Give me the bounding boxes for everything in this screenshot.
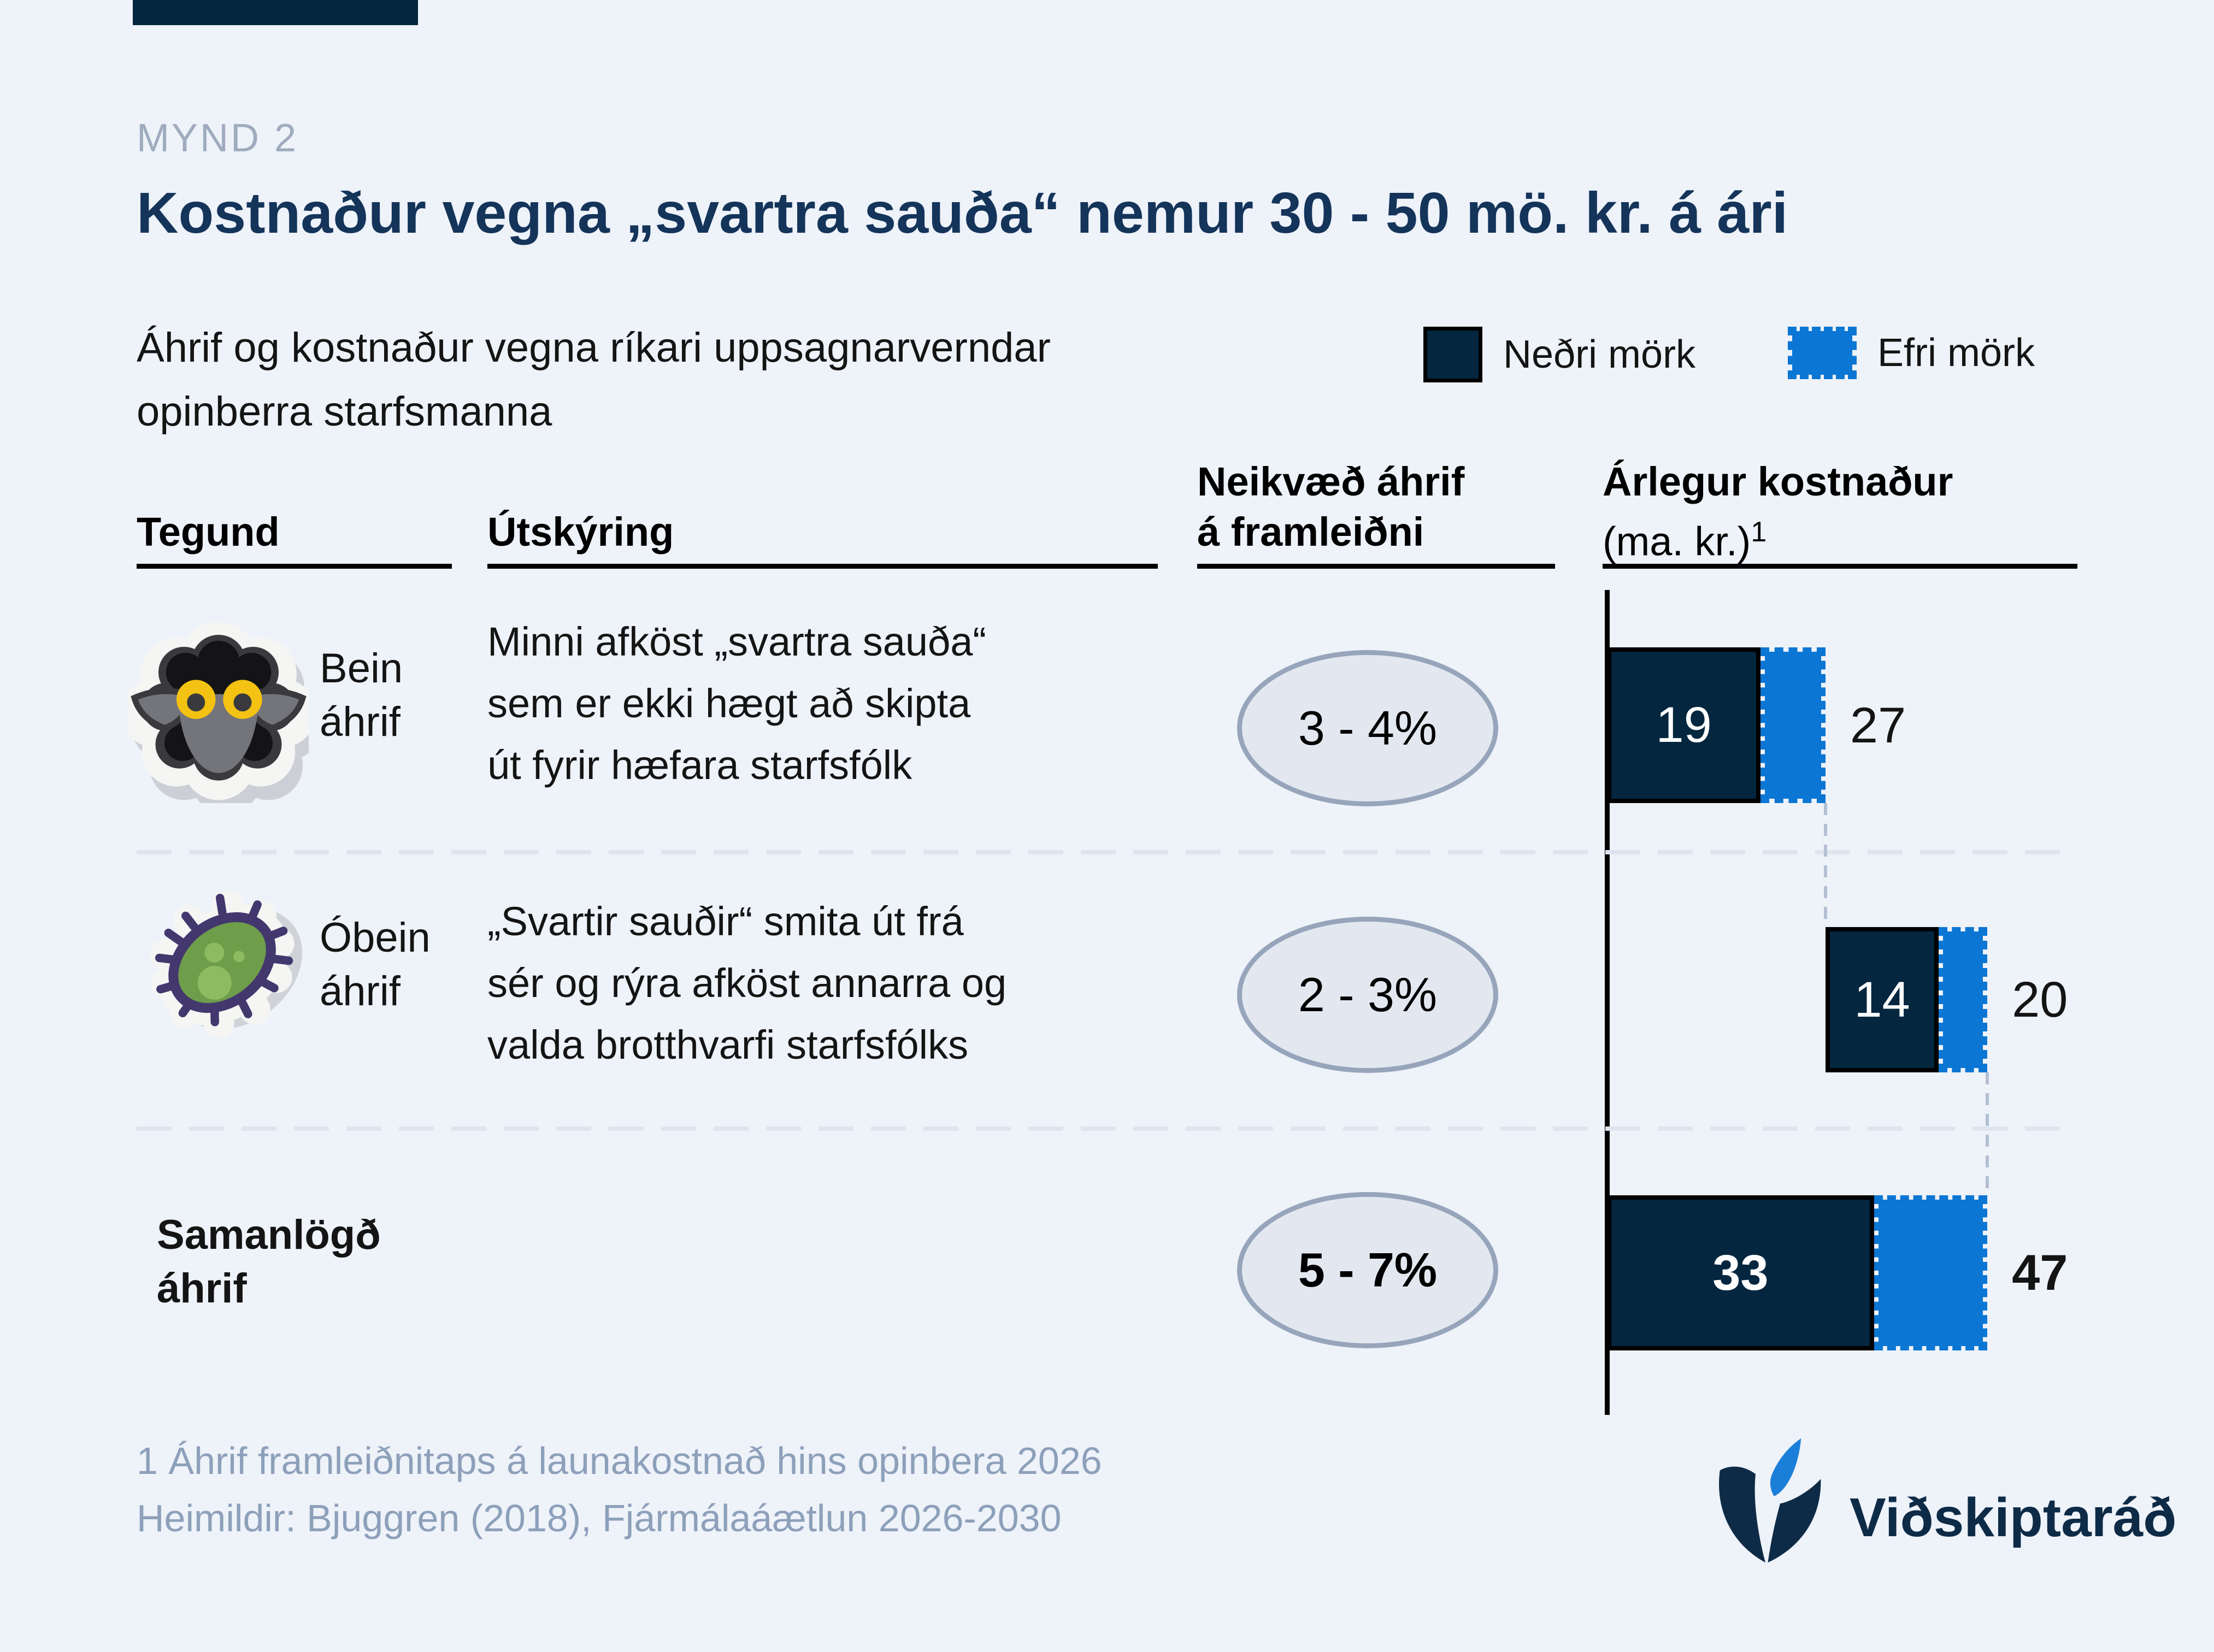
row-description-2: „Svartir sauðir“ smita út frá sér og rýr…	[487, 899, 1007, 1067]
bar-upper-value-2: 20	[2012, 972, 2068, 1028]
footnote-line1: 1 Áhrif framleiðnitaps á launakostnað hi…	[137, 1439, 1102, 1482]
header-underline-cost	[1603, 564, 2077, 569]
row-description-1: Minni afköst „svartra sauða“ sem er ekki…	[487, 619, 987, 788]
bar-upper-segment-1	[1760, 647, 1826, 803]
upper-bound-swatch-icon	[1788, 327, 1857, 379]
chart-axis-line	[1605, 590, 1610, 1415]
column-header-cost: Árlegur kostnaður (ma. kr.)1	[1603, 457, 1953, 567]
column-header-cost-line2: (ma. kr.)1	[1603, 516, 1767, 564]
range-connector-1	[1823, 803, 1827, 927]
bar-lower-segment-1: 19	[1607, 647, 1761, 803]
column-header-tegund: Tegund	[137, 509, 280, 554]
header-underline-tegund	[137, 564, 452, 569]
row-type-label-2: Óbein áhrif	[320, 914, 431, 1014]
row-separator-2	[137, 1126, 2077, 1131]
footnote: 1 Áhrif framleiðnitaps á launakostnað hi…	[137, 1432, 1102, 1547]
impact-oval-2: 2 - 3%	[1237, 917, 1498, 1073]
impact-value-3: 5 - 7%	[1298, 1243, 1438, 1297]
column-header-cost-line1: Árlegur kostnaður	[1603, 459, 1953, 504]
bar-lower-value-2: 14	[1854, 971, 1910, 1028]
column-header-impact-line1: Neikvæð áhrif	[1197, 459, 1465, 504]
bar-upper-value-3: 47	[2012, 1245, 2068, 1301]
logo-text: Viðskiptaráð	[1850, 1486, 2177, 1548]
legend-label-lower: Neðri mörk	[1503, 333, 1696, 376]
bar-upper-segment-2	[1939, 927, 1988, 1072]
brand-bar	[133, 0, 418, 25]
column-header-utskyring: Útskýring	[487, 509, 674, 554]
bar-lower-segment-3: 33	[1607, 1195, 1874, 1350]
row-separator-1	[137, 850, 2077, 854]
column-header-impact: Neikvæð áhrif á framleiðni	[1197, 457, 1464, 557]
impact-oval-3: 5 - 7%	[1237, 1192, 1498, 1348]
lower-bound-swatch-icon	[1423, 327, 1482, 382]
bar-upper-value-1: 27	[1850, 697, 1906, 753]
impact-value-2: 2 - 3%	[1298, 967, 1438, 1022]
figure-tag: MYND 2	[137, 116, 299, 160]
row-type-label-1: Bein áhrif	[320, 645, 403, 745]
legend-item-lower: Neðri mörk	[1423, 327, 1695, 382]
header-underline-utskyring	[487, 564, 1158, 569]
bar-lower-value-1: 19	[1656, 697, 1712, 753]
black-sheep-icon	[121, 621, 321, 814]
impact-oval-1: 3 - 4%	[1237, 650, 1498, 806]
row-type-label-3: Samanlögð áhrif	[157, 1212, 381, 1312]
logo: Viðskiptaráð	[1711, 1436, 2176, 1567]
figure-subtitle-line1: Áhrif og kostnaður vegna ríkari uppsagna…	[137, 324, 1051, 371]
column-header-impact-line2: á framleiðni	[1197, 509, 1424, 554]
legend-item-upper: Efri mörk	[1788, 327, 2035, 379]
bar-upper-segment-3	[1874, 1195, 1988, 1350]
source-note: Heimildir: Bjuggren (2018), Fjármálaáætl…	[137, 1497, 1062, 1539]
germ-icon	[143, 881, 323, 1061]
impact-value-1: 3 - 4%	[1298, 701, 1438, 755]
footnote-marker: 1	[1751, 516, 1767, 548]
logo-mark-icon	[1711, 1436, 1834, 1567]
header-underline-impact	[1197, 564, 1555, 569]
figure-title: Kostnaður vegna „svartra sauða“ nemur 30…	[137, 181, 1788, 245]
range-connector-2	[1986, 1072, 1989, 1195]
bar-lower-value-3: 33	[1712, 1244, 1769, 1301]
figure-subtitle-line2: opinberra starfsmanna	[137, 388, 552, 435]
bar-lower-segment-2: 14	[1825, 927, 1939, 1072]
legend-label-upper: Efri mörk	[1877, 331, 2035, 375]
figure-subtitle: Áhrif og kostnaður vegna ríkari uppsagna…	[137, 316, 1051, 444]
